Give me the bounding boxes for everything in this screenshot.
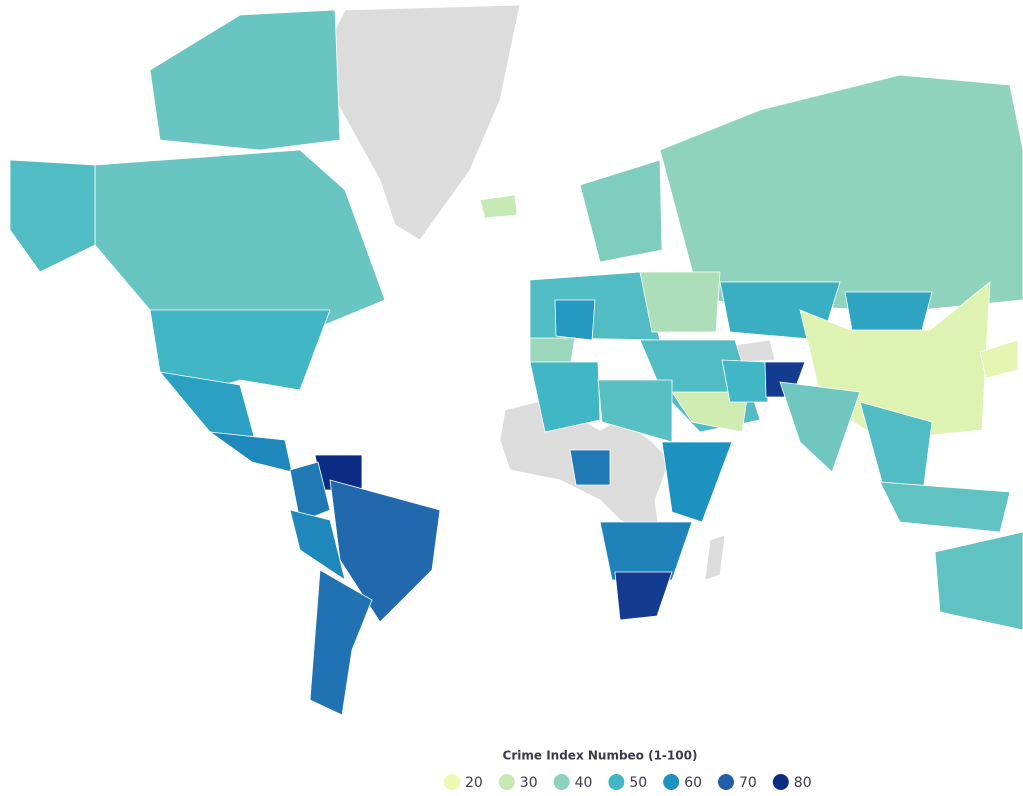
- legend-label: 50: [629, 775, 647, 791]
- legend-label: 80: [794, 775, 812, 791]
- legend-swatch: [498, 774, 515, 790]
- legend-swatch: [444, 774, 460, 790]
- legend-swatch: [772, 774, 789, 790]
- country: [579, 159, 663, 263]
- no-data-region: [704, 534, 726, 581]
- country: [554, 299, 596, 341]
- country: [208, 431, 293, 473]
- country: [639, 271, 721, 333]
- legend-label: 20: [465, 775, 483, 791]
- country: [599, 521, 693, 581]
- country: [671, 391, 749, 433]
- legend-label: 70: [739, 775, 757, 791]
- country: [94, 149, 386, 336]
- country: [329, 479, 441, 623]
- country: [309, 569, 373, 716]
- country: [9, 159, 96, 273]
- country: [529, 361, 601, 433]
- country: [149, 9, 341, 151]
- country: [979, 339, 1019, 379]
- legend-swatch: [553, 774, 570, 790]
- country: [844, 291, 933, 331]
- country: [614, 571, 673, 621]
- legend-swatch: [718, 774, 734, 790]
- country: [721, 359, 769, 403]
- legend-swatch: [663, 774, 680, 790]
- legend-swatch: [608, 774, 625, 790]
- country: [569, 449, 611, 486]
- country: [159, 371, 256, 441]
- no-data-region: [319, 4, 521, 241]
- country: [934, 531, 1023, 631]
- country: [661, 441, 733, 523]
- regions: [9, 9, 1023, 716]
- legend-title: Crime Index Numbeo (1-100): [503, 749, 698, 763]
- country: [879, 481, 1011, 533]
- country: [289, 509, 346, 581]
- country: [779, 381, 861, 473]
- legend-label: 60: [684, 775, 702, 791]
- legend-label: 30: [520, 775, 538, 791]
- legend-label: 40: [575, 775, 593, 791]
- country: [479, 194, 518, 219]
- country: [289, 461, 331, 523]
- legend: 20 30 40 50 60 70 80: [444, 774, 812, 791]
